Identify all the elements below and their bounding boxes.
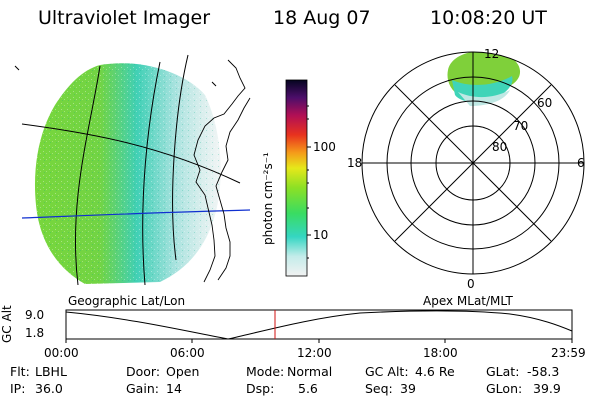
mode-label: Mode:: [246, 364, 285, 379]
colorbar: [285, 79, 311, 277]
mlt-label-18: 18: [347, 156, 363, 170]
instrument-title: Ultraviolet Imager: [38, 7, 211, 29]
mlt-label-6: 6: [577, 156, 585, 170]
colorbar-tick-100: 100: [313, 140, 336, 154]
timeline-xtick-0600: 06:00: [170, 346, 205, 360]
meridian-line: [142, 61, 161, 286]
seq-label: Seq:: [365, 381, 393, 396]
gcalt-value: 4.6 Re: [415, 364, 455, 379]
timeline-left-title: Geographic Lat/Lon: [68, 294, 186, 308]
timeline-axis-label: GC Alt: [0, 305, 14, 343]
colorbar-tick-10: 10: [313, 228, 329, 242]
filter-value: LBHL: [35, 364, 67, 379]
gcalt-label: GC Alt:: [365, 364, 409, 379]
ip-value: 36.0: [35, 381, 63, 396]
coast-tick-marks: [14, 65, 217, 87]
filter-label: Flt:: [10, 364, 30, 379]
meridian-line: [74, 65, 101, 286]
earth-image: [14, 54, 251, 286]
seq-value: 39: [400, 381, 416, 396]
timeline-xtick-0000: 00:00: [44, 346, 79, 360]
dsp-value: 5.6: [298, 381, 318, 396]
glat-value: -58.3: [527, 364, 560, 379]
lat-label-60: 60: [537, 96, 553, 110]
glon-value: 39.9: [533, 381, 561, 396]
timeline-xtick-1200: 12:00: [297, 346, 332, 360]
terminator-line: [21, 209, 251, 219]
timeline-ytick-1.8: 1.8: [25, 326, 45, 340]
meridian-line: [172, 54, 189, 261]
colorbar-unit-label: photon cm⁻²s⁻¹: [261, 152, 275, 245]
door-value: Open: [166, 364, 200, 379]
altitude-curve: [65, 310, 573, 340]
altitude-timeline: [65, 309, 573, 343]
door-label: Door:: [126, 364, 161, 379]
parallel-line: [21, 123, 241, 184]
timeline-ytick-9: 9.0: [25, 308, 45, 322]
mlt-label-12: 12: [484, 47, 500, 61]
time-label: 10:08:20 UT: [430, 7, 547, 29]
lat-label-80: 80: [492, 140, 508, 154]
lat-label-70: 70: [513, 119, 529, 133]
mlt-label-0: 0: [467, 277, 475, 291]
polar-plot: [361, 51, 585, 275]
ip-label: IP:: [10, 381, 26, 396]
gain-label: Gain:: [126, 381, 159, 396]
timeline-xtick-2359: 23:59: [551, 346, 586, 360]
dsp-label: Dsp:: [246, 381, 275, 396]
gain-value: 14: [166, 381, 182, 396]
date-label: 18 Aug 07: [273, 7, 371, 29]
mode-value: Normal: [287, 364, 333, 379]
glat-label: GLat:: [486, 364, 520, 379]
coastline: [193, 59, 251, 283]
timeline-right-title: Apex MLat/MLT: [423, 294, 513, 308]
timeline-xtick-1800: 18:00: [423, 346, 458, 360]
glon-label: GLon:: [486, 381, 523, 396]
